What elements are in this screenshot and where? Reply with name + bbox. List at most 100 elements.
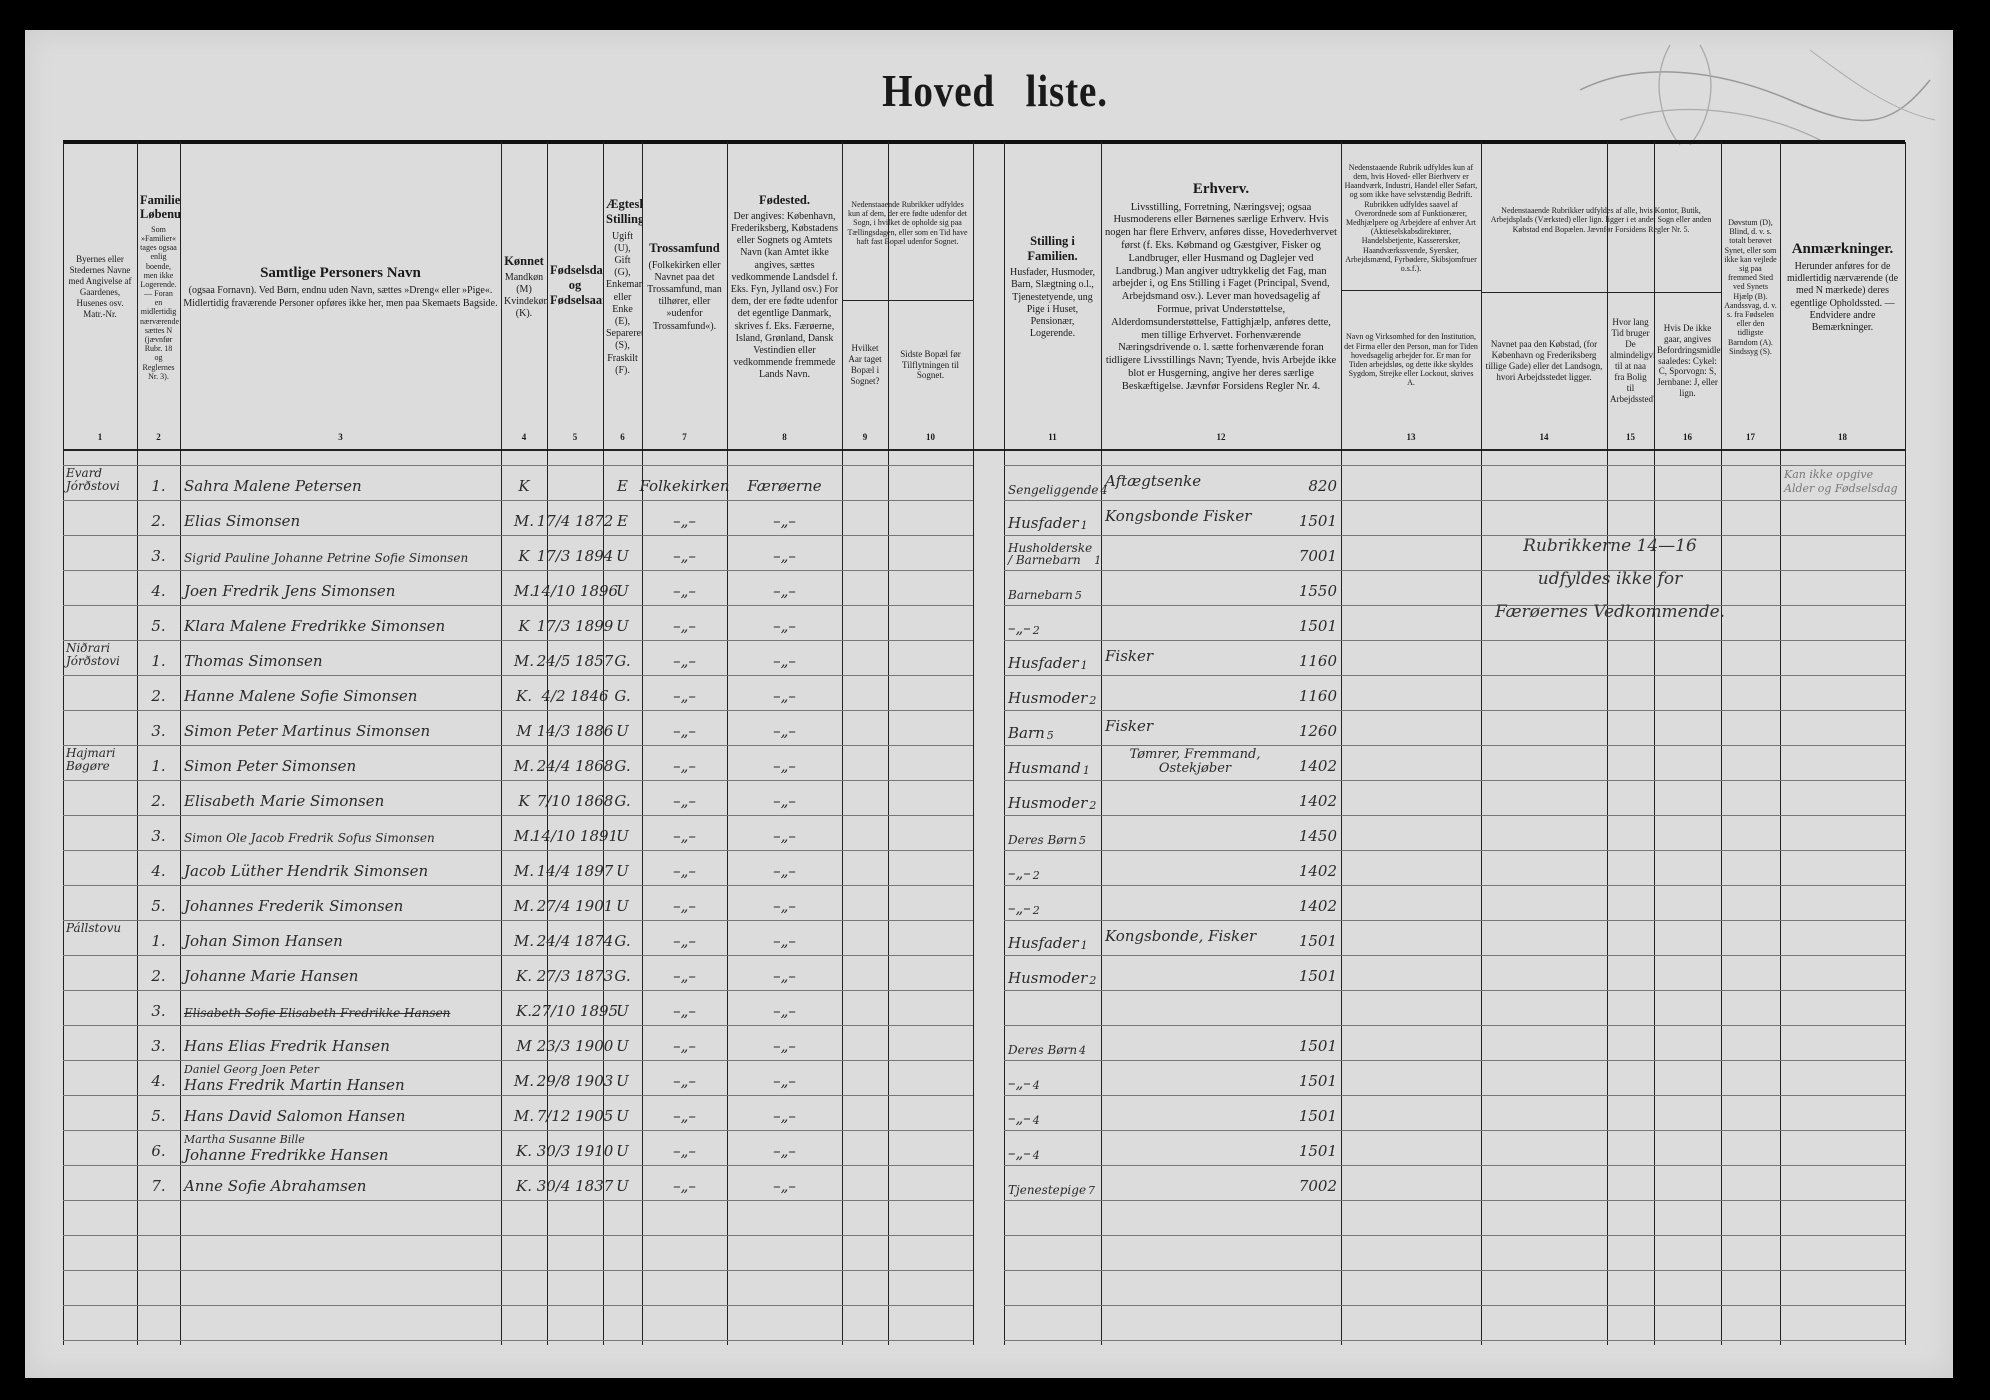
cell-code-value: 820 [1308,477,1337,495]
subheader-divider [1341,290,1481,291]
cell-sex: M. [501,640,547,675]
cell-position: Husmoder 2 [1004,780,1101,815]
note-line: udfyldes ikke for [1537,569,1683,589]
page-title: Hoved liste. [149,64,1841,117]
column-divider [642,142,643,1345]
cell-marital-value: U [616,617,629,635]
cell-nr: 3. [137,1025,180,1060]
cell-born: 30/4 1837 [537,1165,614,1200]
cell-nr-value: 4. [151,582,166,600]
cell-born: 4/2 1846 [541,675,608,710]
cell-nr-value: 2. [151,687,166,705]
cell-name: Hanne Malene Sofie Simonsen [180,675,501,710]
cell-code: 1260 [1289,710,1341,745]
cell-name: Johannes Frederik Simonsen [180,885,501,920]
header-c1-text: Byernes eller Stedernes Navne med Angive… [68,254,132,319]
column-number: 14 [1539,432,1549,442]
cell-nr: 2. [137,675,180,710]
name-correction: Martha Susanne Bille [184,1133,305,1147]
cell-code: 1450 [1289,815,1341,850]
header-c8-text: Der angives: København, Frederiksberg, K… [730,210,839,381]
cell-nr-value: 1. [151,932,166,950]
header-c4: Kønnet Mandkøn (M) Kvindekøn (K). [501,146,547,428]
cell-sex: K. [501,955,547,990]
cell-sex: K [501,605,547,640]
column-number: 7 [682,432,687,442]
cell-name-value: Hans Elias Fredrik Hansen [184,1037,390,1055]
cell-code-value: 1501 [1298,1072,1337,1090]
cell-nr: 2. [137,955,180,990]
cell-nr: 5. [137,1095,180,1130]
cell-marital: U [603,1165,642,1200]
row-line [63,1305,973,1306]
cell-occupation-value: Fisker [1105,647,1154,666]
cell-birthplace: –„– [727,640,842,675]
header-c12-text: Livsstilling, Forretning, Næringsvej; og… [1105,201,1337,392]
cell-birthplace-value: –„– [773,1107,796,1125]
remark-line: Kan ikke opgive [1784,468,1874,481]
row-line [63,1025,973,1026]
cell-birthplace-value: –„– [773,582,796,600]
header-c10: Sidste Bopæl før Tilflytningen til Sogne… [888,302,973,428]
cell-occupation: Kongsbonde Fisker [1101,500,1289,535]
column-divider [888,142,889,1345]
position-code: 1 [1094,554,1102,568]
column-divider [973,142,974,1345]
position-code: 4 [1032,1149,1040,1163]
cell-occupation: Kongsbonde, Fisker [1101,920,1289,955]
cell-position: –„– 4 [1004,1095,1101,1130]
column-number: 15 [1626,432,1635,442]
row-line [63,1270,973,1271]
cell-nr: 1. [137,745,180,780]
cell-birthplace: –„– [727,605,842,640]
cell-marital: U [603,1095,642,1130]
column-number: 1 [97,432,103,442]
row-line [63,1235,973,1236]
cell-birthplace: Færøerne [727,465,842,500]
cell-nr-value: 4. [151,862,166,880]
cell-position-value: –„– [1008,1144,1031,1163]
header-note-13: Nedenstaaende Rubrik udfyldes kun af dem… [1344,162,1478,273]
row-line [1004,535,1905,536]
cell-sex: K. [501,675,547,710]
row-line [63,1200,973,1201]
cell-religion: –„– [642,535,727,570]
position-code: 5 [1079,834,1087,848]
header-c3: Samtlige Personers Navn (ogsaa Fornavn). … [180,146,501,428]
header-c14: Navnet paa den Købstad, (for København o… [1481,294,1607,428]
cell-position-value: –„– [1008,1109,1031,1128]
cell-birthplace-value: –„– [773,512,796,530]
cell-name: Simon Peter Simonsen [180,745,501,780]
column-number-rule [63,449,1905,451]
cell-nr-value: 3. [151,1037,166,1055]
column-divider [1004,142,1005,1345]
row-line [63,1060,973,1061]
cell-nr: 2. [137,780,180,815]
cell-birthplace-value: –„– [773,652,796,670]
cell-sex-value: K. [516,1177,532,1195]
header-c15: Hvor lang Tid bruger De almindeligvis ti… [1607,294,1654,428]
cell-name: Hans Elias Fredrik Hansen [180,1025,501,1060]
position-code: 2 [1089,974,1097,988]
cell-code-value: 1402 [1298,897,1337,915]
cell-marital: G. [603,955,642,990]
cell-nr: 3. [137,990,180,1025]
cell-born: 24/5 1857 [537,640,614,675]
row-line [63,815,973,816]
row-line [63,535,973,536]
cell-birthplace-value: Færøerne [747,477,822,495]
cell-sex: K. [501,1165,547,1200]
cell-born-value: 30/3 1910 [536,1142,614,1160]
cell-nr-value: 3. [151,827,166,845]
name-correction: Daniel Georg Joen Peter [184,1063,319,1077]
header-c13: Navn og Virksomhed for den Institution, … [1341,292,1481,428]
cell-birthplace: –„– [727,815,842,850]
cell-name: Elisabeth Marie Simonsen [180,780,501,815]
cell-birthplace: –„– [727,1130,842,1165]
header-c7: Trossamfund (Folkekirken eller Navnet paa… [642,146,727,428]
cell-code: 1501 [1289,920,1341,955]
cell-code-value: 1501 [1298,617,1337,635]
cell-occupation: Tømrer, Fremmand, Ostekjøber [1101,745,1289,780]
header-c3-text: (ogsaa Fornavn). Ved Børn, endnu uden Na… [183,285,498,309]
cell-birthplace: –„– [727,885,842,920]
